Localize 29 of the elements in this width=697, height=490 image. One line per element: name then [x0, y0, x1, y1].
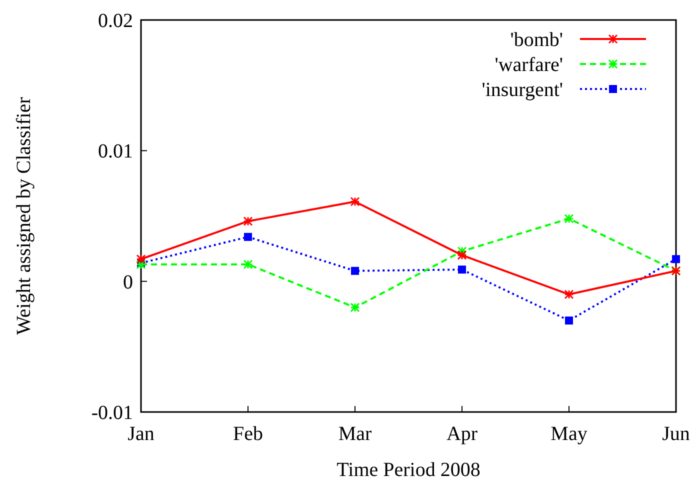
point — [350, 302, 360, 312]
x-tick-label: Feb — [233, 423, 263, 445]
y-tick-label: 0 — [123, 271, 133, 294]
x-tick-label: Jan — [128, 423, 154, 445]
y-tick-label: 0.01 — [98, 140, 133, 163]
point — [564, 290, 574, 300]
point — [565, 316, 573, 325]
y-axis-title: Weight assigned by Classifier — [13, 96, 35, 335]
point — [351, 266, 359, 275]
x-axis-title: Time Period 2008 — [336, 459, 480, 481]
x-tick-label: Jun — [662, 423, 690, 445]
point — [243, 260, 253, 270]
legend-label: 'warfare' — [494, 54, 563, 76]
x-tick-label: Apr — [446, 423, 478, 445]
legend-label: 'insurgent' — [482, 79, 563, 101]
point — [244, 232, 252, 241]
point — [457, 250, 467, 260]
point — [243, 216, 253, 226]
point — [457, 246, 467, 256]
y-tick-label: 0.02 — [98, 10, 133, 32]
point — [564, 214, 574, 224]
x-tick-label: Mar — [338, 423, 372, 445]
point — [136, 254, 146, 264]
point — [350, 196, 360, 206]
point — [458, 266, 466, 274]
y-tick-label: -0.01 — [91, 402, 133, 424]
point — [672, 255, 680, 264]
legend-label: 'bomb' — [510, 29, 563, 51]
x-tick-label: May — [550, 423, 588, 445]
